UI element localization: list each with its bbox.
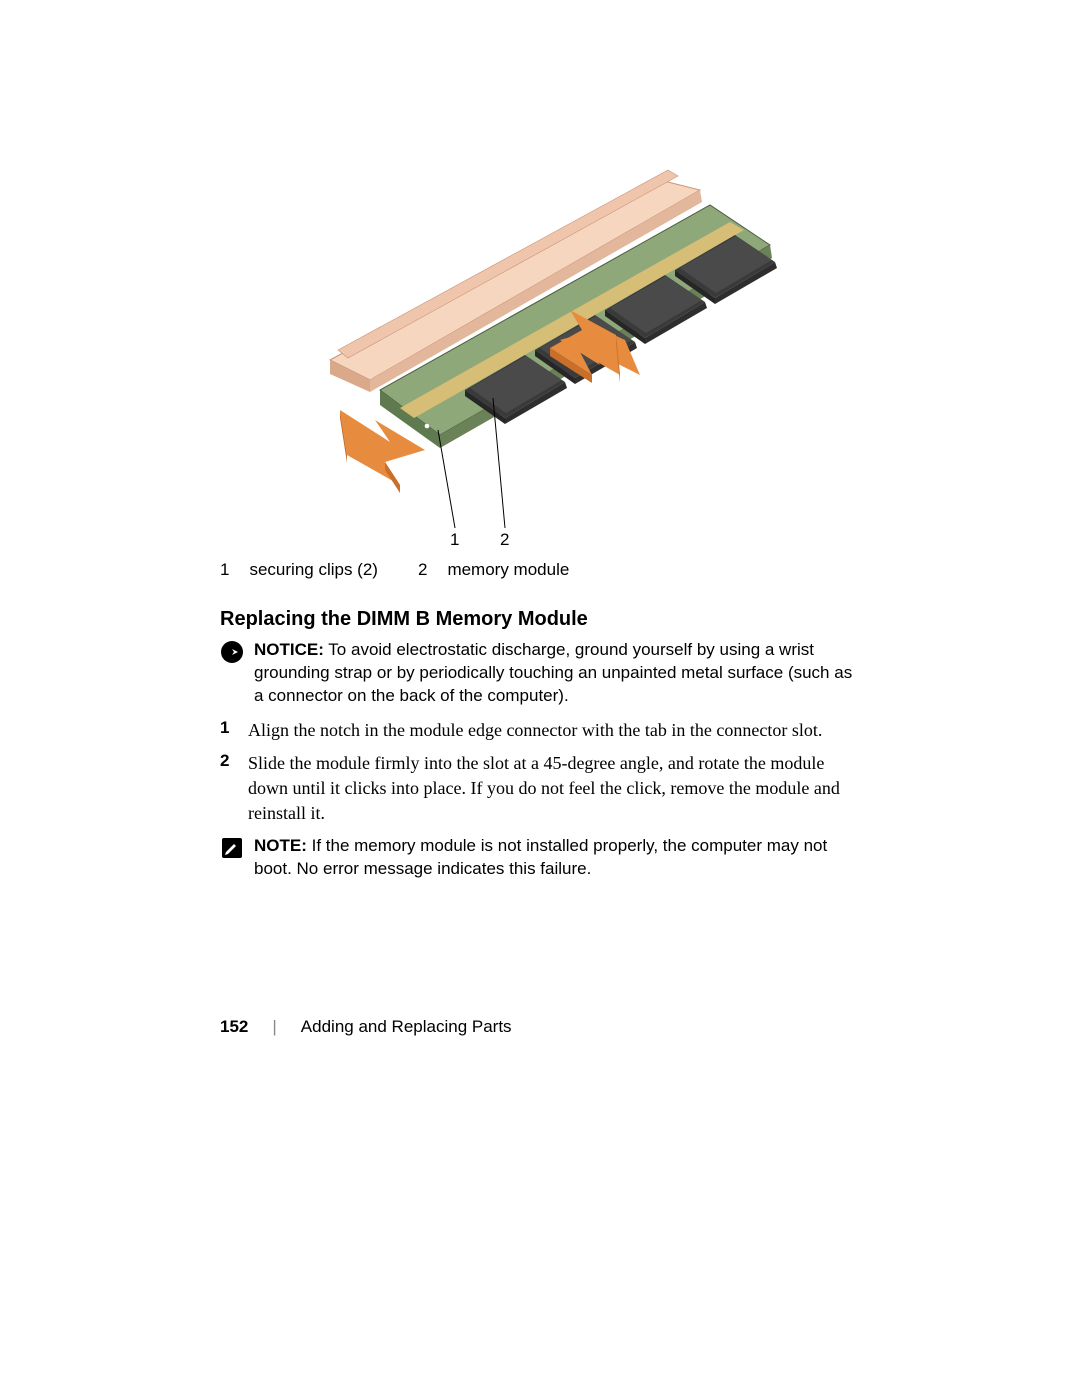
notice-block: NOTICE: To avoid electrostatic discharge…: [220, 639, 860, 708]
notice-arrow-icon: [220, 640, 244, 664]
page-container: 1 2 1 securing clips (2) 2 memory module…: [0, 0, 1080, 1397]
callout-1: 1: [450, 530, 459, 549]
step-text: Slide the module firmly into the slot at…: [248, 751, 860, 827]
step-text: Align the notch in the module edge conne…: [248, 718, 822, 743]
legend-label: securing clips (2): [249, 560, 378, 580]
notice-label: NOTICE:: [254, 640, 324, 659]
section-title: Replacing the DIMM B Memory Module: [220, 608, 860, 631]
legend-num: 2: [418, 560, 427, 580]
steps-list: 1 Align the notch in the module edge con…: [220, 718, 860, 827]
legend-item-1: 1 securing clips (2): [220, 560, 378, 580]
notice-text: NOTICE: To avoid electrostatic discharge…: [254, 639, 860, 708]
note-pencil-icon: [220, 836, 244, 860]
memory-module-svg: 1 2: [270, 130, 810, 560]
note-block: NOTE: If the memory module is not instal…: [220, 835, 860, 881]
page-number: 152: [220, 1017, 248, 1037]
step-2: 2 Slide the module firmly into the slot …: [220, 751, 860, 827]
callout-2: 2: [500, 530, 509, 549]
step-number: 1: [220, 718, 234, 743]
page-footer: 152 | Adding and Replacing Parts: [220, 1017, 512, 1037]
note-body: If the memory module is not installed pr…: [254, 836, 827, 878]
legend-item-2: 2 memory module: [418, 560, 569, 580]
note-label: NOTE:: [254, 836, 307, 855]
legend-label: memory module: [447, 560, 569, 580]
figure-memory-module: 1 2: [220, 120, 860, 550]
step-1: 1 Align the notch in the module edge con…: [220, 718, 860, 743]
legend-num: 1: [220, 560, 229, 580]
notice-body: To avoid electrostatic discharge, ground…: [254, 640, 852, 705]
note-text: NOTE: If the memory module is not instal…: [254, 835, 860, 881]
step-number: 2: [220, 751, 234, 827]
figure-legend: 1 securing clips (2) 2 memory module: [220, 560, 860, 580]
footer-separator: |: [272, 1017, 276, 1037]
chapter-title: Adding and Replacing Parts: [301, 1017, 512, 1037]
